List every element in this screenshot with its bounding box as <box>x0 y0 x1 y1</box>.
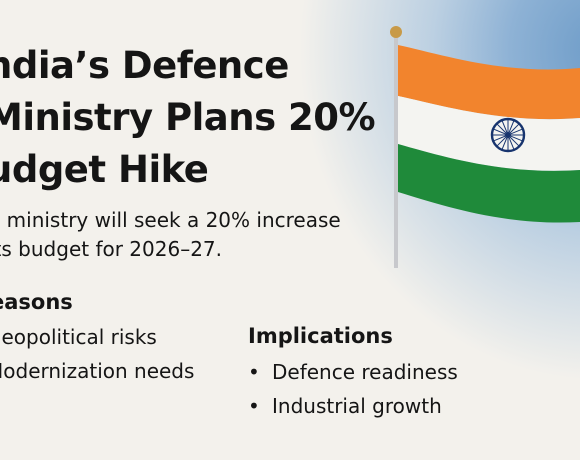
list-item: • Defence readiness <box>248 355 458 389</box>
implication-text: Defence readiness <box>272 360 458 384</box>
implication-text: Industrial growth <box>272 394 442 418</box>
list-item: Geopolitical risks <box>0 320 194 354</box>
subtitle-line-1: e ministry will seek a 20% increase <box>0 208 341 232</box>
headline-line-2: Ministry Plans 20% <box>0 96 376 139</box>
bullet-icon: • <box>248 360 260 384</box>
subtitle-line-2: its budget for 2026–27. <box>0 237 223 261</box>
flag-graphic <box>390 26 580 268</box>
indian-flag-icon <box>384 20 580 270</box>
reason-text: Geopolitical risks <box>0 325 157 349</box>
reason-text: Modernization needs <box>0 359 195 383</box>
reasons-heading: easons <box>0 290 73 314</box>
reasons-list: Geopolitical risks Modernization needs <box>0 320 194 388</box>
ashoka-chakra-icon <box>490 117 526 153</box>
list-item: • Industrial growth <box>248 389 458 423</box>
bullet-icon: • <box>248 394 260 418</box>
list-item: Modernization needs <box>0 354 194 388</box>
subtitle: e ministry will seek a 20% increase its … <box>0 206 341 264</box>
flag-saffron-band <box>398 45 580 120</box>
flag-pole <box>394 32 398 268</box>
pole-finial <box>390 26 402 38</box>
flag-white-band <box>398 96 580 171</box>
flag-green-band <box>398 144 580 223</box>
implications-list: • Defence readiness • Industrial growth <box>248 355 458 423</box>
headline-line-1: ndia’s Defence <box>0 44 289 87</box>
headline: ndia’s Defence Ministry Plans 20% udget … <box>0 40 376 196</box>
implications-heading: Implications <box>248 324 393 348</box>
headline-line-3: udget Hike <box>0 148 209 191</box>
